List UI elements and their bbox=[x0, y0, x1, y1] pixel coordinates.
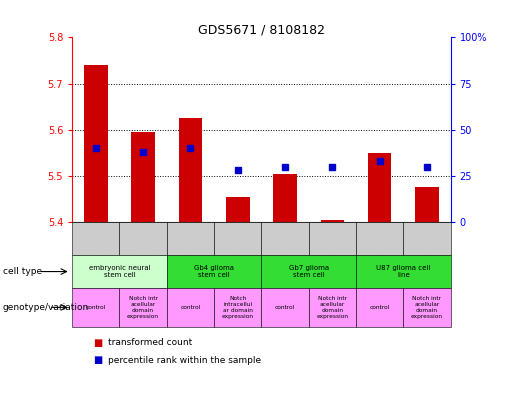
Title: GDS5671 / 8108182: GDS5671 / 8108182 bbox=[198, 23, 325, 36]
Text: control: control bbox=[180, 305, 200, 310]
Bar bbox=[368, 153, 391, 222]
Text: Notch intr
acellular
domain
expression: Notch intr acellular domain expression bbox=[411, 296, 443, 318]
Text: U87 glioma cell
line: U87 glioma cell line bbox=[376, 265, 431, 278]
Bar bbox=[320, 220, 344, 222]
Bar bbox=[179, 118, 202, 222]
Text: percentile rank within the sample: percentile rank within the sample bbox=[108, 356, 261, 365]
Text: control: control bbox=[275, 305, 295, 310]
Text: Notch intr
acellular
domain
expression: Notch intr acellular domain expression bbox=[316, 296, 348, 318]
Text: Notch intr
acellular
domain
expression: Notch intr acellular domain expression bbox=[127, 296, 159, 318]
Text: ■: ■ bbox=[93, 355, 102, 365]
Text: cell type: cell type bbox=[3, 267, 42, 276]
Text: Notch
intracellul
ar domain
expression: Notch intracellul ar domain expression bbox=[221, 296, 254, 318]
Text: Gb4 glioma
stem cell: Gb4 glioma stem cell bbox=[194, 265, 234, 278]
Text: Gb7 glioma
stem cell: Gb7 glioma stem cell bbox=[288, 265, 329, 278]
Text: ■: ■ bbox=[93, 338, 102, 348]
Bar bbox=[84, 65, 108, 222]
Text: embryonic neural
stem cell: embryonic neural stem cell bbox=[89, 265, 150, 278]
Text: transformed count: transformed count bbox=[108, 338, 193, 347]
Bar bbox=[226, 196, 250, 222]
Text: control: control bbox=[85, 305, 106, 310]
Bar bbox=[415, 187, 439, 222]
Text: genotype/variation: genotype/variation bbox=[3, 303, 89, 312]
Bar bbox=[131, 132, 155, 222]
Bar bbox=[273, 174, 297, 222]
Text: control: control bbox=[370, 305, 390, 310]
